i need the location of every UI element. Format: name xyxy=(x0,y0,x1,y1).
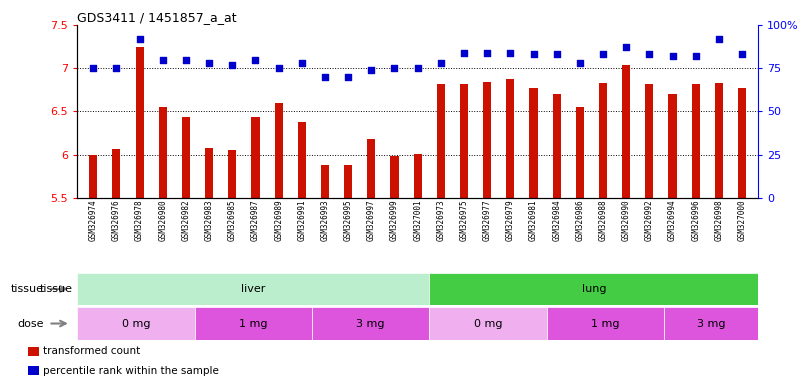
Bar xyxy=(646,84,654,198)
Bar xyxy=(506,79,514,198)
Text: lung: lung xyxy=(581,284,606,294)
Text: 3 mg: 3 mg xyxy=(356,318,385,329)
Bar xyxy=(429,307,547,340)
Bar xyxy=(552,94,560,198)
Text: 0 mg: 0 mg xyxy=(474,318,502,329)
Point xyxy=(666,53,679,59)
Bar xyxy=(692,84,700,198)
Point xyxy=(157,56,169,63)
Bar xyxy=(622,65,630,198)
Point xyxy=(712,36,725,42)
Bar xyxy=(77,307,195,340)
Bar xyxy=(28,366,39,375)
Point xyxy=(435,60,448,66)
Point xyxy=(504,50,517,56)
Text: percentile rank within the sample: percentile rank within the sample xyxy=(42,366,218,376)
Bar xyxy=(367,139,375,198)
Point xyxy=(133,36,146,42)
Point xyxy=(550,51,563,58)
Bar xyxy=(113,149,121,198)
Point xyxy=(481,50,494,56)
Bar xyxy=(414,154,422,198)
Bar xyxy=(228,150,236,198)
Bar xyxy=(390,156,398,198)
Bar xyxy=(664,307,758,340)
Bar xyxy=(28,347,39,356)
Text: 0 mg: 0 mg xyxy=(122,318,150,329)
Point xyxy=(249,56,262,63)
Point xyxy=(527,51,540,58)
Point xyxy=(457,50,470,56)
Point xyxy=(179,56,192,63)
Bar xyxy=(205,147,213,198)
Bar xyxy=(576,107,584,198)
Bar xyxy=(312,307,429,340)
Bar xyxy=(738,88,746,198)
Bar xyxy=(275,103,283,198)
Bar xyxy=(714,83,723,198)
Text: tissue: tissue xyxy=(40,284,73,294)
Point xyxy=(388,65,401,71)
Point xyxy=(689,53,702,59)
Point xyxy=(341,74,354,80)
Bar xyxy=(159,107,167,198)
Text: dose: dose xyxy=(18,318,44,329)
Point xyxy=(272,65,285,71)
Bar xyxy=(195,307,312,340)
Point xyxy=(620,44,633,50)
Point xyxy=(597,51,610,58)
Text: 3 mg: 3 mg xyxy=(697,318,726,329)
Point xyxy=(295,60,308,66)
Point xyxy=(573,60,586,66)
Text: tissue: tissue xyxy=(11,284,44,294)
Bar xyxy=(437,84,445,198)
Point xyxy=(87,65,100,71)
Bar xyxy=(135,47,144,198)
Bar xyxy=(429,273,758,305)
Point xyxy=(411,65,424,71)
Bar xyxy=(77,273,429,305)
Bar xyxy=(89,155,97,198)
Point xyxy=(736,51,749,58)
Point xyxy=(225,61,238,68)
Point xyxy=(319,74,332,80)
Text: liver: liver xyxy=(241,284,265,294)
Point xyxy=(203,60,216,66)
Bar xyxy=(547,307,664,340)
Bar xyxy=(460,84,468,198)
Bar xyxy=(599,83,607,198)
Text: GDS3411 / 1451857_a_at: GDS3411 / 1451857_a_at xyxy=(77,11,237,24)
Bar xyxy=(182,118,190,198)
Point xyxy=(365,67,378,73)
Bar xyxy=(483,82,491,198)
Bar xyxy=(344,165,352,198)
Bar xyxy=(298,122,306,198)
Bar xyxy=(321,165,329,198)
Bar xyxy=(668,94,676,198)
Point xyxy=(110,65,123,71)
Text: 1 mg: 1 mg xyxy=(591,318,620,329)
Text: transformed count: transformed count xyxy=(42,346,139,356)
Bar xyxy=(530,88,538,198)
Point xyxy=(643,51,656,58)
Bar xyxy=(251,118,260,198)
Text: 1 mg: 1 mg xyxy=(239,318,268,329)
